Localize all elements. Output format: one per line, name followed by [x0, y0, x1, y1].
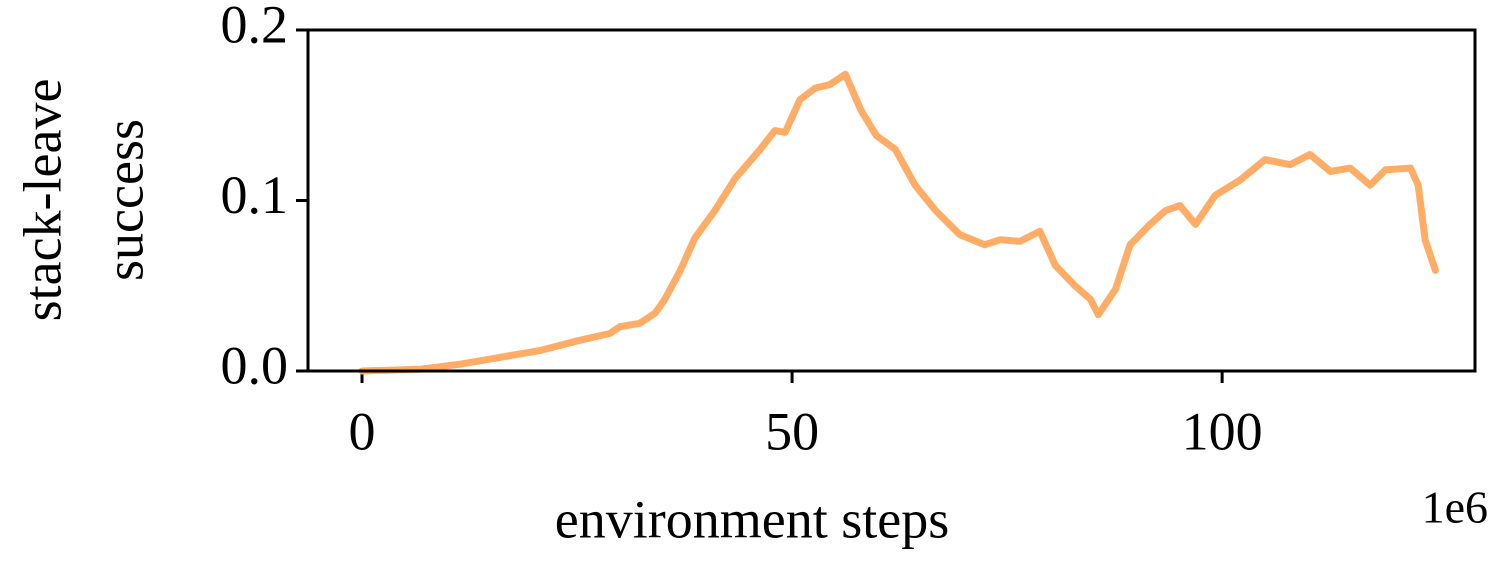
x-tick-label: 100	[1182, 401, 1263, 461]
series-line	[358, 70, 1439, 375]
y-axis-label-line: stack-leave	[12, 79, 72, 322]
x-offset-label: 1e6	[1422, 482, 1488, 533]
x-tick-label: 0	[349, 401, 376, 461]
y-axis-label-line: success	[94, 119, 154, 281]
y-tick-label: 0.2	[221, 0, 289, 54]
y-axis-label: stack-leave success	[12, 79, 154, 322]
x-axis-label: environment steps	[555, 489, 949, 549]
y-tick-label: 0.1	[221, 165, 289, 225]
x-tick-label: 50	[765, 401, 819, 461]
y-tick-label: 0.0	[221, 335, 289, 395]
plot-frame	[306, 28, 1477, 373]
